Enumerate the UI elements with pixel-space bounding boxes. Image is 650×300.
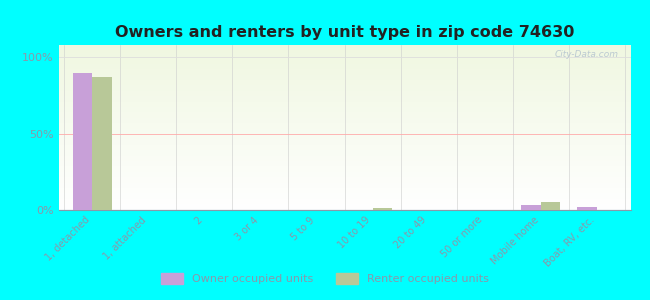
Text: City-Data.com: City-Data.com bbox=[555, 50, 619, 59]
Title: Owners and renters by unit type in zip code 74630: Owners and renters by unit type in zip c… bbox=[115, 25, 574, 40]
Bar bbox=[521, 206, 541, 210]
Bar bbox=[541, 202, 560, 210]
Legend: Owner occupied units, Renter occupied units: Owner occupied units, Renter occupied un… bbox=[157, 268, 493, 288]
Bar bbox=[92, 77, 112, 210]
Bar bbox=[372, 208, 392, 210]
Bar bbox=[73, 73, 92, 210]
Bar bbox=[577, 207, 597, 210]
